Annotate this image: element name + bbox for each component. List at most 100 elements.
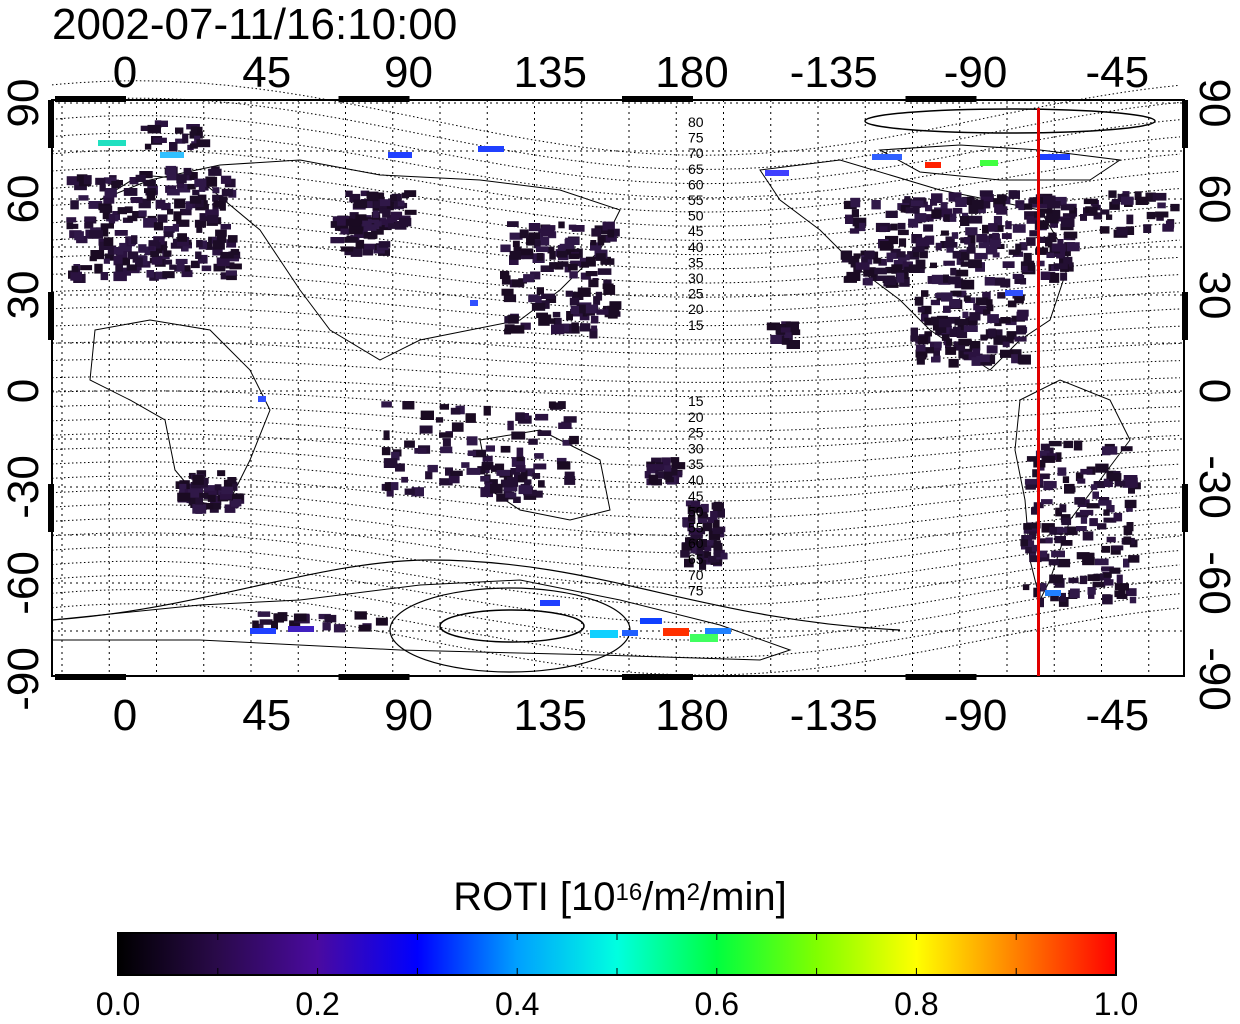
roti-pixel [1005, 336, 1014, 344]
roti-pixel [534, 453, 544, 459]
colorbar-ticks [117, 933, 1117, 975]
roti-pixel [1057, 239, 1064, 247]
roti-pixel [914, 213, 927, 223]
roti-pixel [397, 201, 405, 207]
roti-pixel [1063, 231, 1078, 239]
roti-pixel [1076, 552, 1090, 560]
roti-pixel [591, 228, 602, 237]
roti-pixel [557, 250, 568, 258]
roti-pixel [66, 217, 77, 223]
roti-pixel [975, 305, 987, 315]
roti-pixel [702, 521, 713, 532]
roti-pixel [566, 311, 573, 321]
roti-pixel [503, 294, 517, 303]
roti-pixel [1054, 536, 1066, 544]
roti-pixel [980, 334, 988, 341]
roti-pixel-high [540, 600, 560, 606]
roti-pixel [931, 209, 942, 219]
roti-pixel [481, 464, 491, 471]
roti-pixel [138, 210, 147, 217]
roti-pixel [1064, 526, 1078, 536]
roti-pixel [177, 184, 191, 193]
roti-pixel [850, 260, 858, 268]
roti-pixel [910, 335, 919, 342]
roti-pixel [949, 299, 961, 309]
roti-pixel [490, 483, 503, 494]
top-longitude-label: 90 [384, 48, 433, 97]
roti-pixel [1101, 545, 1110, 553]
roti-pixel [863, 267, 876, 277]
contour-label-north: 60 [688, 176, 704, 192]
roti-pixel [984, 277, 995, 286]
roti-pixel [569, 435, 579, 445]
roti-pixel [147, 124, 161, 134]
roti-pixel [485, 445, 495, 452]
roti-pixel [1089, 518, 1098, 527]
contour-label-south: 75 [688, 583, 704, 599]
roti-pixel [1008, 249, 1020, 255]
contour-label-north: 80 [688, 114, 704, 130]
roti-pixel [520, 322, 531, 330]
map-frame [51, 99, 1185, 677]
contour-line [51, 546, 1181, 606]
roti-pixel [126, 264, 137, 271]
contour-label-south: 25 [688, 425, 704, 441]
roti-pixel [708, 556, 717, 563]
roti-pixel [518, 485, 533, 495]
roti-pixel [950, 290, 962, 297]
roti-pixel [943, 214, 950, 222]
roti-pixel [1126, 522, 1134, 532]
roti-pixel [294, 613, 307, 622]
roti-pixel [713, 542, 723, 551]
roti-pixel [503, 487, 511, 496]
roti-pixel [551, 324, 565, 335]
roti-pixel [176, 263, 185, 272]
roti-pixel [992, 252, 1000, 258]
bottom-longitude-label: -135 [790, 691, 878, 740]
roti-pixel [181, 242, 189, 252]
roti-pixel [152, 245, 163, 254]
roti-pixel [589, 328, 598, 339]
roti-pixel [1041, 499, 1053, 505]
roti-pixel-high [622, 630, 638, 636]
roti-pixel [157, 214, 168, 223]
roti-pixel [194, 178, 207, 187]
roti-pixel [322, 622, 331, 631]
roti-pixel [271, 620, 278, 630]
roti-pixel [1082, 557, 1095, 566]
roti-pixel [450, 407, 461, 415]
roti-pixel [607, 305, 620, 315]
roti-pixel [1039, 473, 1050, 480]
roti-pixel [1029, 230, 1040, 237]
roti-pixel [445, 467, 453, 476]
roti-pixel [568, 263, 578, 271]
roti-pixel [500, 270, 510, 280]
roti-pixel [670, 457, 680, 463]
roti-pixel [131, 235, 138, 244]
roti-pixel [158, 120, 168, 127]
roti-pixel [552, 311, 561, 318]
roti-pixel [362, 220, 372, 227]
roti-pixel [259, 619, 273, 625]
roti-pixel [501, 288, 514, 296]
roti-pixel [690, 546, 697, 554]
roti-pixel [1045, 237, 1053, 247]
roti-pixel [135, 257, 143, 267]
roti-pixel [510, 325, 525, 334]
roti-pixel [908, 218, 919, 228]
colorbar-tick-label: 0.8 [894, 986, 939, 1022]
roti-pixel [336, 216, 349, 226]
roti-pixel [190, 260, 200, 269]
roti-pixel [358, 624, 371, 632]
roti-pixel [195, 251, 202, 259]
roti-pixel [899, 277, 910, 287]
roti-pixel [580, 310, 588, 317]
roti-pixel [1083, 552, 1095, 559]
roti-pixel [74, 182, 87, 191]
roti-pixel [1018, 354, 1031, 365]
roti-pixel [363, 224, 377, 231]
roti-pixel [516, 447, 524, 457]
roti-pixel [373, 198, 383, 209]
roti-pixel [1113, 512, 1123, 522]
roti-pixel [853, 253, 861, 259]
